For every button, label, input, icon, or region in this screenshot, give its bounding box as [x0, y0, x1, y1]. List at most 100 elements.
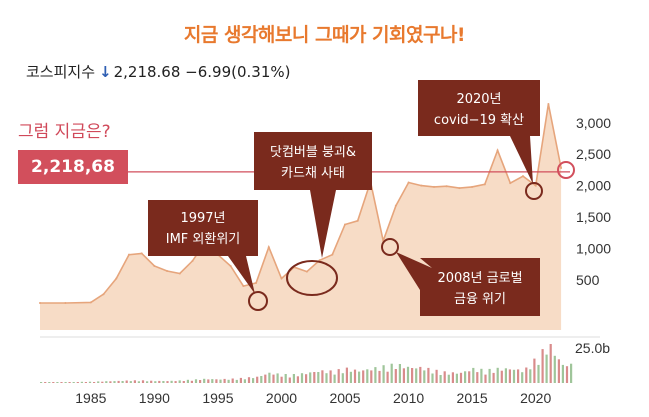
- x-tick-label: 2005: [329, 390, 360, 406]
- volume-bar: [239, 377, 242, 383]
- volume-bar: [186, 379, 189, 383]
- volume-bar: [374, 367, 377, 383]
- volume-bar: [76, 382, 79, 383]
- callout-gfc: 2008년 금로벌 금융 위기: [396, 252, 540, 316]
- volume-bar: [557, 359, 560, 383]
- x-tick-label: 2015: [457, 390, 488, 406]
- y-tick-label: 1,500: [576, 209, 611, 225]
- volume-bar: [158, 380, 161, 383]
- volume-bar: [325, 373, 328, 383]
- volume-bar: [533, 358, 536, 383]
- volume-bar: [296, 376, 299, 383]
- volume-bar: [243, 379, 246, 383]
- volume-bar: [382, 365, 385, 383]
- volume-bar: [227, 379, 230, 383]
- ticker-change: −6.99(0.31%): [185, 63, 291, 81]
- volume-bar: [521, 372, 524, 383]
- volume-bar: [235, 379, 238, 383]
- volume-bar: [358, 371, 361, 383]
- volume-bar: [423, 370, 426, 383]
- volume-bar: [211, 379, 214, 383]
- volume-bar: [504, 368, 507, 383]
- volume-bar: [60, 382, 63, 383]
- data-point-2019: [521, 175, 524, 178]
- volume-bar: [366, 369, 369, 383]
- callout-covid-bubble: [418, 80, 540, 184]
- volume-bar: [549, 344, 552, 383]
- volume-bar: [215, 379, 218, 383]
- ticker-value: 2,218.68: [113, 63, 181, 81]
- x-tick-label: 2010: [393, 390, 424, 406]
- callout-imf-bubble: [148, 200, 258, 294]
- volume-bar: [378, 370, 381, 383]
- callout-gfc-line2: 금융 위기: [454, 292, 506, 307]
- volume-bar: [370, 370, 373, 383]
- volume-bar: [84, 382, 87, 383]
- volume-bar: [406, 366, 410, 383]
- volume-bar: [508, 369, 511, 383]
- callout-imf-line2: IMF 외환위기: [166, 232, 241, 247]
- volume-bar: [476, 372, 479, 383]
- callout-imf: 1997년 IMF 외환위기: [148, 200, 258, 294]
- volume-bar: [419, 366, 422, 383]
- data-point-2022: [560, 167, 563, 170]
- volume-bar: [150, 380, 153, 383]
- volume-bar: [109, 381, 112, 383]
- volume-bar: [207, 379, 210, 383]
- volume-bar: [190, 380, 193, 383]
- data-point-1988: [127, 253, 130, 256]
- data-point-1993: [191, 259, 194, 262]
- volume-bar: [256, 376, 259, 383]
- volume-bar: [174, 381, 177, 383]
- volume-bar: [101, 381, 104, 383]
- volume-bar: [537, 364, 540, 383]
- data-point-2010: [407, 181, 410, 184]
- data-point-2002: [305, 270, 308, 273]
- callout-covid-line2: covid−19 확산: [434, 113, 524, 128]
- volume-bar: [517, 369, 520, 383]
- imf-marker: [248, 291, 268, 311]
- x-tick-label: 2020: [520, 390, 551, 406]
- volume-bar: [93, 382, 96, 383]
- data-point-1997: [242, 285, 245, 288]
- data-point-2020: [534, 184, 537, 187]
- volume-bar: [52, 382, 55, 383]
- volume-bar: [182, 381, 185, 383]
- data-point-1999: [267, 246, 270, 249]
- callout-covid: 2020년 covid−19 확산: [418, 80, 540, 184]
- volume-bar: [472, 367, 475, 383]
- callout-imf-line1: 1997년: [180, 211, 225, 226]
- volume-bar: [411, 368, 414, 383]
- volume-bar: [223, 378, 226, 383]
- volume-bar: [317, 372, 320, 383]
- callout-covid-line1: 2020년: [456, 92, 501, 107]
- volume-bar: [154, 381, 157, 383]
- question-text: 그럼 지금은?: [18, 122, 111, 142]
- volume-bar: [500, 370, 503, 383]
- data-point-1987: [115, 277, 118, 280]
- volume-bar: [390, 363, 393, 383]
- x-tick-label: 2000: [266, 390, 297, 406]
- volume-bar: [80, 381, 83, 383]
- volume-bar: [337, 369, 340, 383]
- volume-bar: [313, 372, 316, 383]
- volume-bar: [484, 374, 487, 383]
- volume-bar: [345, 367, 348, 383]
- x-tick-label: 1985: [75, 390, 106, 406]
- volume-bar: [252, 378, 255, 383]
- volume-bar: [443, 371, 446, 383]
- volume-bar: [545, 354, 548, 383]
- data-point-2011: [420, 184, 423, 187]
- volume-bar: [480, 368, 483, 383]
- volume-bar: [349, 371, 352, 383]
- volume-bar: [300, 373, 304, 383]
- volume-bar: [68, 382, 71, 383]
- volume-bar: [97, 381, 100, 383]
- data-point-1983: [64, 302, 67, 305]
- data-point-1981: [39, 302, 41, 305]
- volume-bar: [496, 367, 499, 383]
- volume-bar: [341, 373, 344, 383]
- volume-bar: [288, 377, 291, 383]
- volume-bar: [199, 380, 202, 383]
